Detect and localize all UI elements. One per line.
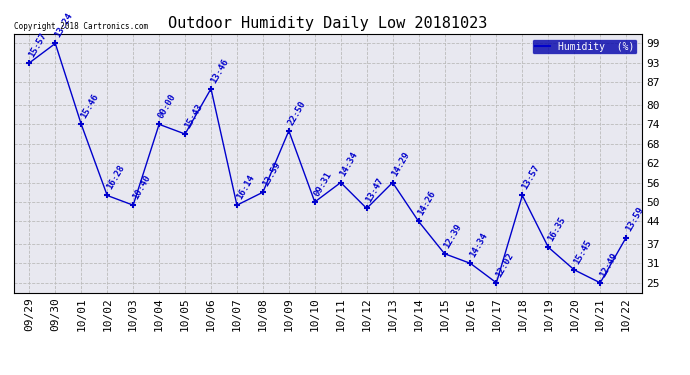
Text: Copyright 2018 Cartronics.com: Copyright 2018 Cartronics.com [14, 22, 148, 31]
Text: 15:46: 15:46 [79, 92, 100, 120]
Legend: Humidity  (%): Humidity (%) [532, 39, 637, 54]
Text: 16:35: 16:35 [546, 215, 567, 243]
Text: 15:43: 15:43 [183, 102, 204, 130]
Title: Outdoor Humidity Daily Low 20181023: Outdoor Humidity Daily Low 20181023 [168, 16, 487, 31]
Text: 14:34: 14:34 [469, 231, 489, 259]
Text: 22:50: 22:50 [286, 99, 308, 127]
Text: 13:59: 13:59 [261, 160, 282, 188]
Text: 13:24: 13:24 [53, 12, 75, 39]
Text: 13:57: 13:57 [520, 164, 542, 191]
Text: 15:45: 15:45 [572, 238, 593, 266]
Text: 10:40: 10:40 [131, 173, 152, 201]
Text: 12:39: 12:39 [442, 222, 464, 249]
Text: 14:26: 14:26 [416, 189, 437, 217]
Text: 09:31: 09:31 [313, 170, 334, 198]
Text: 15:57: 15:57 [27, 31, 48, 59]
Text: 14:34: 14:34 [339, 151, 359, 178]
Text: 16:28: 16:28 [105, 164, 126, 191]
Text: 00:00: 00:00 [157, 92, 178, 120]
Text: 16:14: 16:14 [235, 173, 256, 201]
Text: 13:46: 13:46 [209, 57, 230, 85]
Text: 12:49: 12:49 [598, 251, 619, 279]
Text: 13:47: 13:47 [364, 177, 386, 204]
Text: 12:02: 12:02 [494, 251, 515, 279]
Text: 14:29: 14:29 [391, 151, 412, 178]
Text: 13:59: 13:59 [624, 206, 645, 233]
